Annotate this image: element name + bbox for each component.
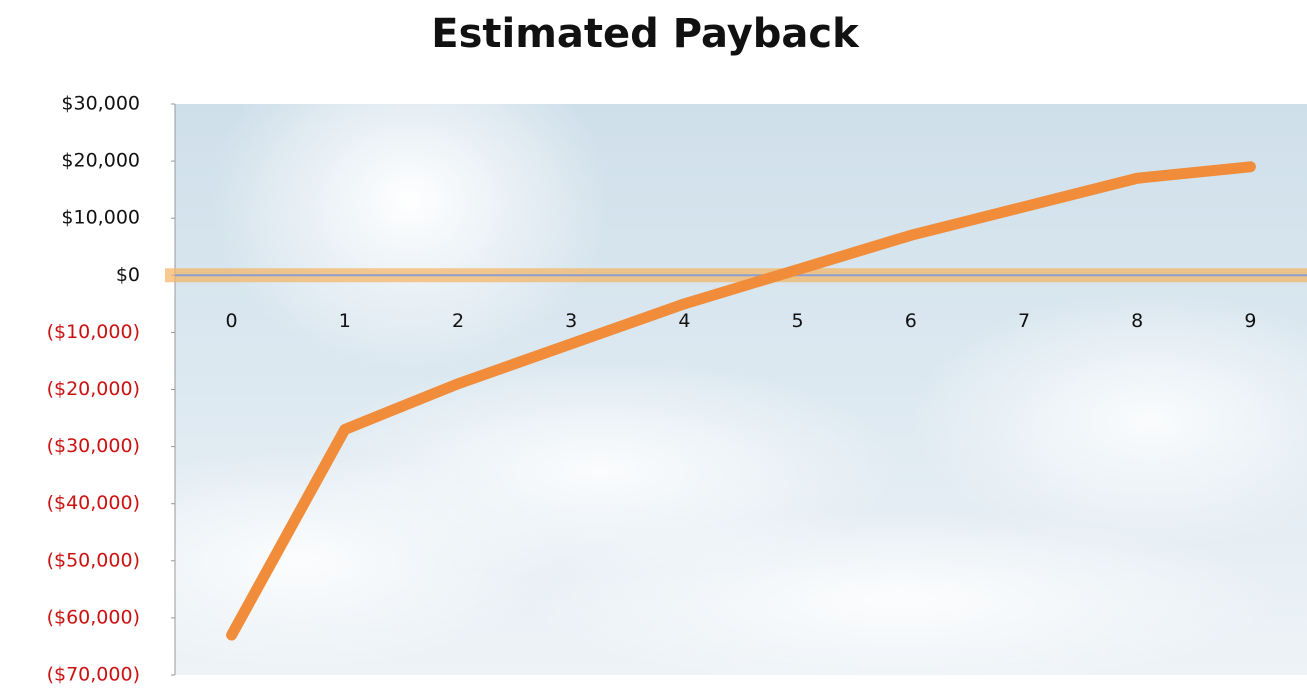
x-tick-label: 0 bbox=[226, 310, 238, 332]
y-tick-label: $30,000 bbox=[61, 93, 140, 115]
y-tick-label: ($70,000) bbox=[47, 664, 140, 686]
y-tick-label: ($40,000) bbox=[47, 492, 140, 514]
y-tick-label: ($30,000) bbox=[47, 435, 140, 457]
page: {"chart_data": {"type": "line", "title":… bbox=[0, 0, 1307, 693]
x-tick-label: 6 bbox=[905, 310, 917, 332]
x-tick-label: 8 bbox=[1131, 310, 1143, 332]
x-tick-label: 9 bbox=[1244, 310, 1256, 332]
y-tick-label: ($20,000) bbox=[47, 378, 140, 400]
chart-title: Estimated Payback bbox=[431, 11, 860, 57]
x-tick-label: 1 bbox=[339, 310, 351, 332]
y-tick-label: ($10,000) bbox=[47, 321, 140, 343]
x-tick-label: 2 bbox=[452, 310, 464, 332]
x-tick-label: 3 bbox=[565, 310, 577, 332]
y-tick-label: ($60,000) bbox=[47, 606, 140, 628]
x-tick-label: 4 bbox=[678, 310, 690, 332]
y-tick-label: $0 bbox=[116, 264, 140, 286]
y-tick-label: $20,000 bbox=[61, 150, 140, 172]
x-tick-label: 7 bbox=[1018, 310, 1030, 332]
chart: Estimated Payback $30,000 $20,000 $10,000 $… bbox=[0, 0, 1307, 693]
y-tick-label: $10,000 bbox=[61, 207, 140, 229]
x-tick-label: 5 bbox=[792, 310, 804, 332]
plot-background bbox=[40, 30, 1307, 690]
y-tick-label: ($50,000) bbox=[47, 549, 140, 571]
